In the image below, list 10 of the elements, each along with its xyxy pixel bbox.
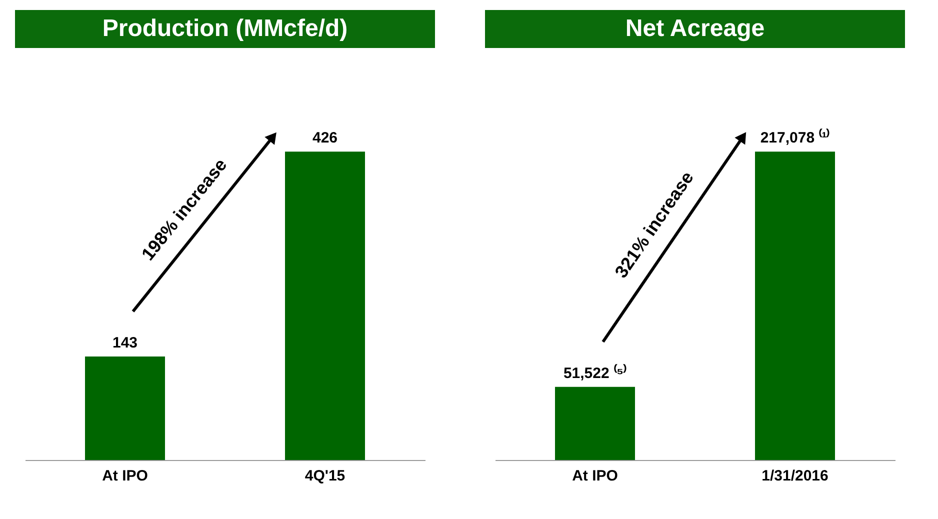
chart-title: Net Acreage <box>625 15 765 42</box>
data-label: 143 <box>112 334 138 352</box>
x-tick-label: 1/31/2016 <box>762 468 828 484</box>
data-label: 217,078 ⁽¹⁾ <box>760 128 830 147</box>
data-label: 426 <box>312 130 338 147</box>
x-tick-label: At IPO <box>102 468 148 484</box>
x-tick-label: 4Q'15 <box>304 468 346 484</box>
chart-title: Production (MMcfe/d) <box>102 15 348 42</box>
data-label: 51,522 ⁽⁵⁾ <box>563 364 627 382</box>
x-tick-label: At IPO <box>572 468 618 484</box>
